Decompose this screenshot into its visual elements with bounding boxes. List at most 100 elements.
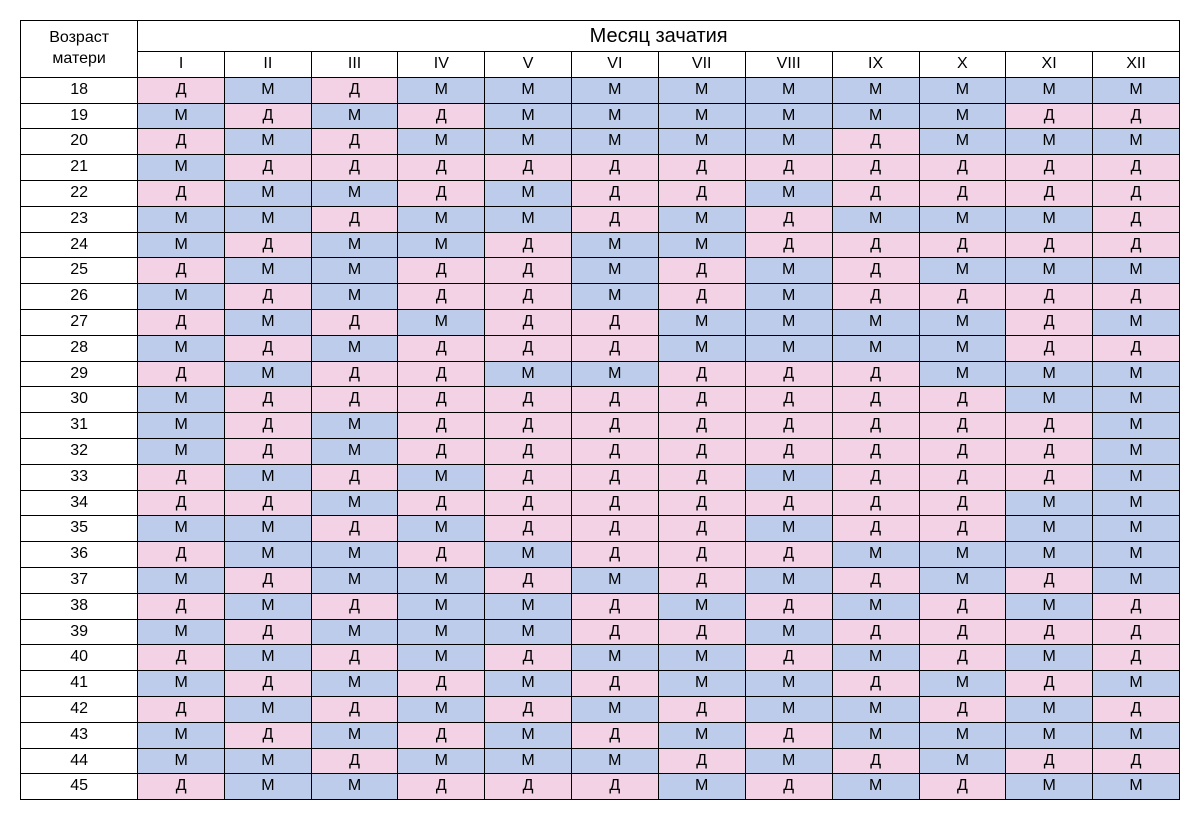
gender-cell: М [571, 232, 658, 258]
gender-cell: М [398, 129, 485, 155]
gender-cell: Д [832, 748, 919, 774]
gender-cell: М [919, 542, 1006, 568]
months-header-row: IIIIIIIVVVIVIIVIIIIXXXIXII [21, 52, 1180, 78]
table-row: 25ДММДДМДМДМММ [21, 258, 1180, 284]
gender-cell: М [1006, 696, 1093, 722]
gender-cell: Д [919, 516, 1006, 542]
gender-cell: Д [745, 490, 832, 516]
gender-cell: М [1093, 129, 1180, 155]
gender-cell: М [1093, 387, 1180, 413]
gender-cell: М [225, 516, 312, 542]
gender-cell: Д [485, 413, 572, 439]
gender-cell: Д [311, 129, 398, 155]
gender-cell: Д [832, 671, 919, 697]
gender-cell: Д [571, 206, 658, 232]
gender-cell: Д [571, 490, 658, 516]
gender-cell: Д [571, 180, 658, 206]
gender-cell: М [225, 129, 312, 155]
gender-cell: М [138, 155, 225, 181]
age-label: 31 [21, 413, 138, 439]
gender-cell: Д [485, 490, 572, 516]
gender-cell: Д [658, 696, 745, 722]
month-header: XII [1093, 52, 1180, 78]
gender-cell: Д [1093, 645, 1180, 671]
gender-cell: М [658, 671, 745, 697]
gender-cell: Д [311, 155, 398, 181]
gender-cell: М [485, 748, 572, 774]
gender-cell: М [311, 413, 398, 439]
gender-cell: М [1006, 722, 1093, 748]
gender-cell: Д [485, 567, 572, 593]
gender-cell: Д [1093, 206, 1180, 232]
gender-cell: Д [832, 516, 919, 542]
gender-cell: М [138, 232, 225, 258]
gender-cell: Д [919, 413, 1006, 439]
gender-cell: М [832, 103, 919, 129]
gender-cell: Д [832, 258, 919, 284]
gender-cell: Д [745, 438, 832, 464]
gender-cell: М [919, 722, 1006, 748]
gender-cell: Д [1093, 103, 1180, 129]
gender-cell: М [311, 335, 398, 361]
gender-cell: Д [485, 516, 572, 542]
age-label: 39 [21, 619, 138, 645]
gender-cell: Д [658, 284, 745, 310]
gender-cell: Д [571, 619, 658, 645]
gender-cell: Д [745, 413, 832, 439]
gender-cell: Д [832, 464, 919, 490]
age-label: 26 [21, 284, 138, 310]
gender-cell: М [832, 77, 919, 103]
gender-cell: Д [1006, 309, 1093, 335]
gender-cell: М [919, 567, 1006, 593]
gender-cell: Д [1093, 180, 1180, 206]
gender-cell: М [571, 129, 658, 155]
gender-cell: Д [398, 671, 485, 697]
gender-cell: М [138, 567, 225, 593]
gender-cell: Д [658, 542, 745, 568]
month-header: V [485, 52, 572, 78]
gender-cell: Д [225, 671, 312, 697]
gender-cell: Д [311, 309, 398, 335]
gender-cell: М [658, 232, 745, 258]
gender-cell: М [745, 129, 832, 155]
gender-cell: Д [485, 387, 572, 413]
gender-cell: М [485, 619, 572, 645]
gender-cell: Д [658, 258, 745, 284]
table-row: 42ДМДМДМДММДМД [21, 696, 1180, 722]
gender-cell: М [745, 335, 832, 361]
table-row: 29ДМДДММДДДМММ [21, 361, 1180, 387]
gender-cell: М [398, 593, 485, 619]
gender-cell: М [658, 335, 745, 361]
gender-cell: М [485, 722, 572, 748]
gender-cell: Д [311, 696, 398, 722]
gender-cell: М [919, 258, 1006, 284]
age-label: 37 [21, 567, 138, 593]
gender-cell: М [1093, 490, 1180, 516]
gender-cell: Д [138, 490, 225, 516]
gender-cell: Д [485, 645, 572, 671]
gender-cell: М [398, 748, 485, 774]
gender-cell: Д [1093, 284, 1180, 310]
gender-cell: Д [225, 438, 312, 464]
gender-cell: М [919, 335, 1006, 361]
gender-cell: М [571, 77, 658, 103]
gender-cell: Д [225, 722, 312, 748]
gender-cell: М [138, 413, 225, 439]
gender-cell: Д [1093, 593, 1180, 619]
gender-cell: Д [311, 464, 398, 490]
gender-cell: Д [919, 284, 1006, 310]
gender-cell: М [311, 284, 398, 310]
gender-cell: Д [398, 413, 485, 439]
gender-cell: М [485, 206, 572, 232]
gender-cell: Д [745, 593, 832, 619]
gender-cell: Д [658, 361, 745, 387]
gender-cell: Д [832, 387, 919, 413]
gender-cell: Д [398, 387, 485, 413]
gender-cell: М [398, 77, 485, 103]
age-label: 21 [21, 155, 138, 181]
gender-cell: Д [919, 774, 1006, 800]
gender-cell: М [225, 696, 312, 722]
gender-cell: М [919, 206, 1006, 232]
table-row: 30МДДДДДДДДДММ [21, 387, 1180, 413]
gender-cell: М [138, 284, 225, 310]
